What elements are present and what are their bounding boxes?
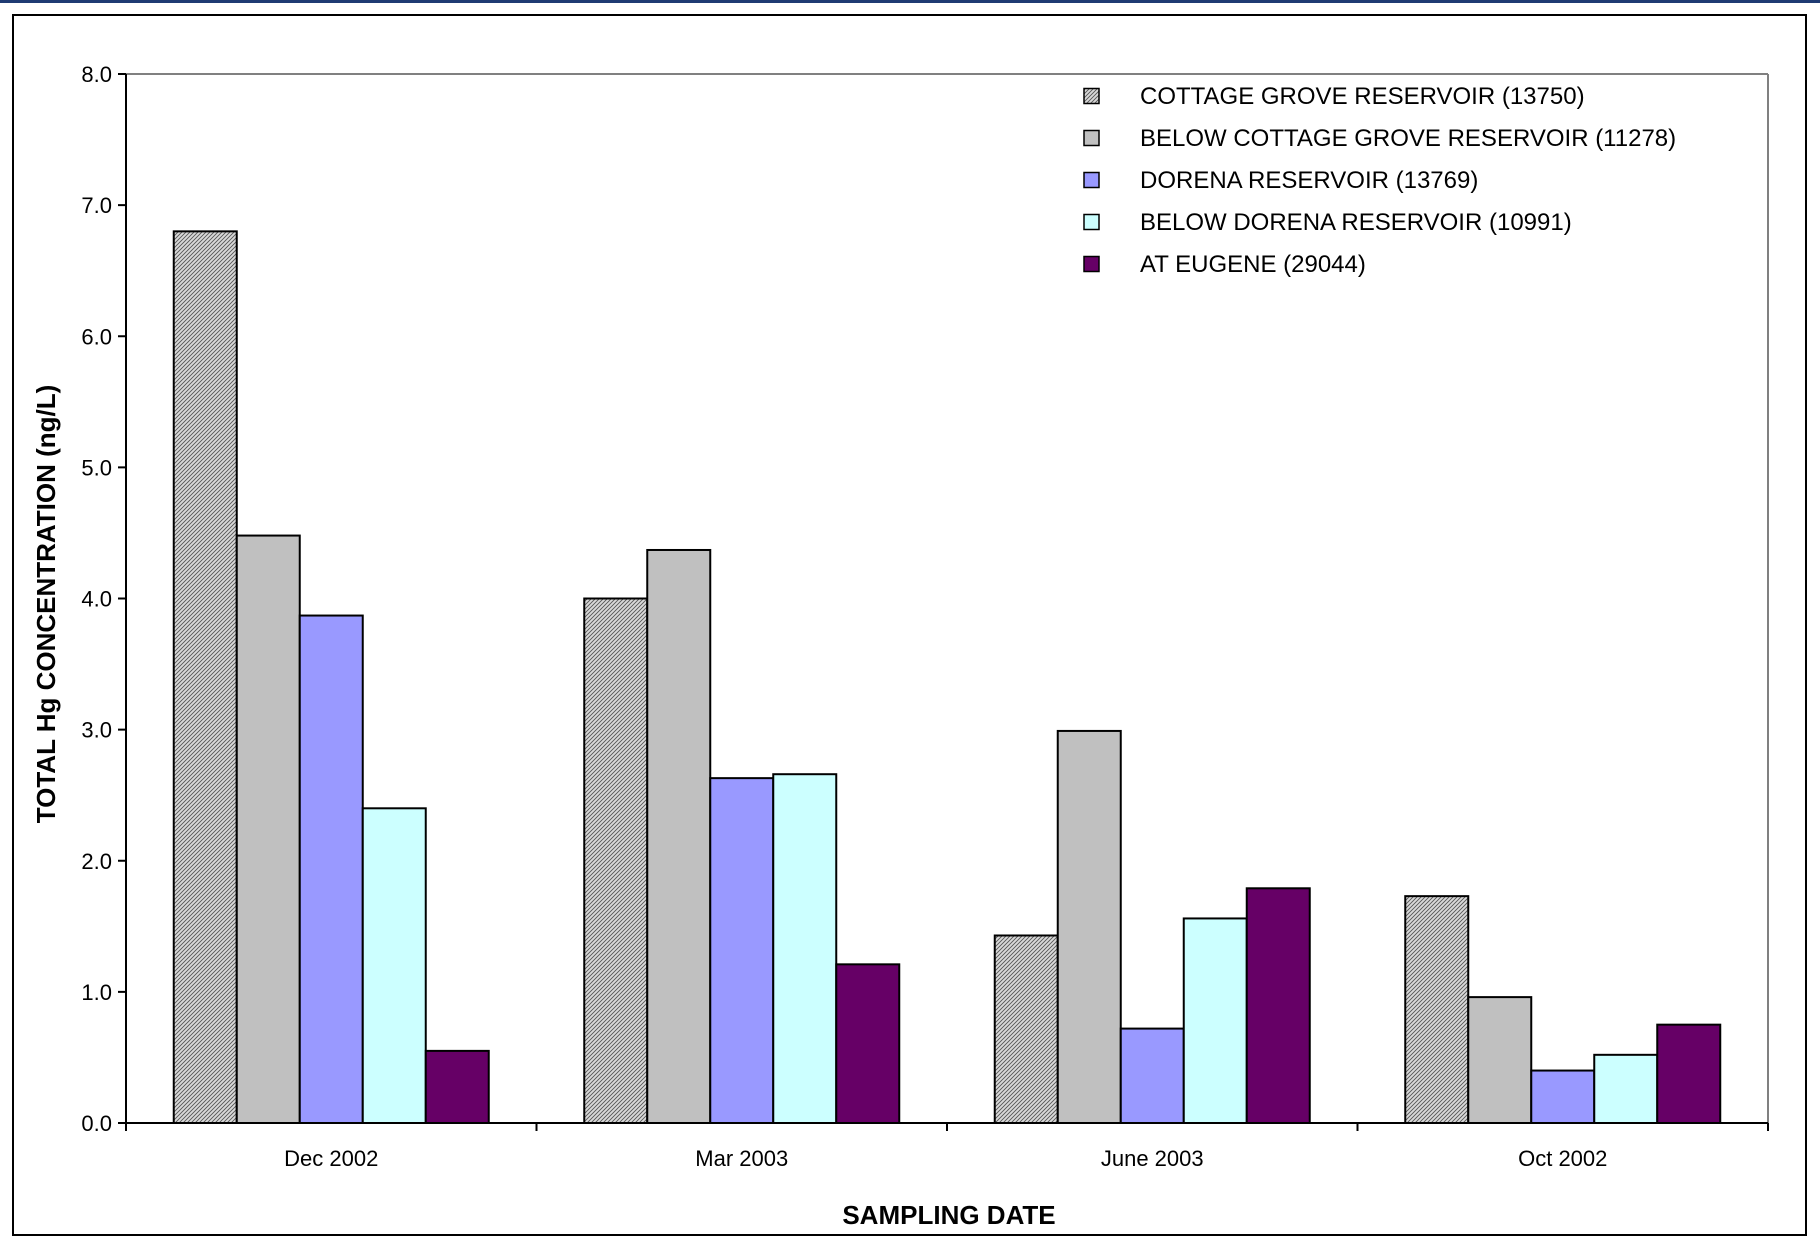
- legend-label-5: AT EUGENE (29044): [1140, 251, 1366, 278]
- x-tick-label-4: Oct 2002: [1518, 1146, 1607, 1171]
- bar-1-4: [1404, 895, 1470, 1124]
- bar-3-1: [298, 614, 364, 1124]
- x-tick-label-2: Mar 2003: [695, 1146, 788, 1171]
- legend-swatch-5: [1083, 255, 1100, 273]
- bar-2-4: [1467, 996, 1533, 1124]
- bar-1-1: [172, 230, 238, 1125]
- bar-4-3: [1182, 917, 1248, 1124]
- top-frame-line: [0, 0, 1820, 3]
- chart-area: 0.0 1.0 2.0 3.0 4.0 5.0 6.0 7.0 8.0 Dec 2002 Mar 2…: [12, 14, 1807, 1236]
- y-tick-label-2: 2.0: [81, 849, 112, 874]
- legend-swatch-4: [1083, 213, 1100, 231]
- bar-3-4: [1530, 1069, 1596, 1125]
- bar-3-3: [1119, 1027, 1185, 1125]
- y-tick-label-4: 4.0: [81, 587, 112, 612]
- bar-5-1: [424, 1049, 490, 1124]
- y-tick-label-0: 0.0: [81, 1111, 112, 1136]
- legend-swatch-2: [1083, 129, 1100, 147]
- bar-5-2: [835, 963, 901, 1124]
- bar-5-3: [1245, 887, 1311, 1124]
- y-tick-label-8: 8.0: [81, 62, 112, 87]
- bar-5-4: [1656, 1023, 1722, 1124]
- x-tick-label-1: Dec 2002: [284, 1146, 378, 1171]
- bar-1-3: [993, 934, 1059, 1125]
- bar-chart: 0.0 1.0 2.0 3.0 4.0 5.0 6.0 7.0 8.0 Dec 2002 Mar 2…: [31, 62, 1769, 1230]
- legend-label-2: BELOW COTTAGE GROVE RESERVOIR (11278): [1140, 125, 1676, 152]
- bar-4-2: [772, 773, 838, 1125]
- bar-1-2: [583, 597, 649, 1124]
- x-axis-title: SAMPLING DATE: [842, 1200, 1055, 1230]
- y-tick-label-1: 1.0: [81, 980, 112, 1005]
- x-tick-label-3: June 2003: [1101, 1146, 1204, 1171]
- bar-2-1: [235, 534, 301, 1124]
- y-tick-label-6: 6.0: [81, 324, 112, 349]
- y-tick-label-3: 3.0: [81, 718, 112, 743]
- bar-4-1: [361, 807, 427, 1124]
- bar-4-4: [1593, 1053, 1659, 1124]
- legend-label-4: BELOW DORENA RESERVOIR (10991): [1140, 209, 1572, 236]
- legend-swatch-1: [1083, 87, 1100, 105]
- y-axis-title: TOTAL Hg CONCENTRATION (ng/L): [31, 385, 61, 824]
- legend-label-1: COTTAGE GROVE RESERVOIR (13750): [1140, 83, 1585, 110]
- legend-swatch-3: [1083, 171, 1100, 189]
- y-tick-label-7: 7.0: [81, 193, 112, 218]
- bar-3-2: [709, 777, 775, 1124]
- bar-2-3: [1056, 729, 1122, 1125]
- y-tick-label-5: 5.0: [81, 455, 112, 480]
- legend-label-3: DORENA RESERVOIR (13769): [1140, 167, 1478, 194]
- bar-2-2: [646, 548, 712, 1124]
